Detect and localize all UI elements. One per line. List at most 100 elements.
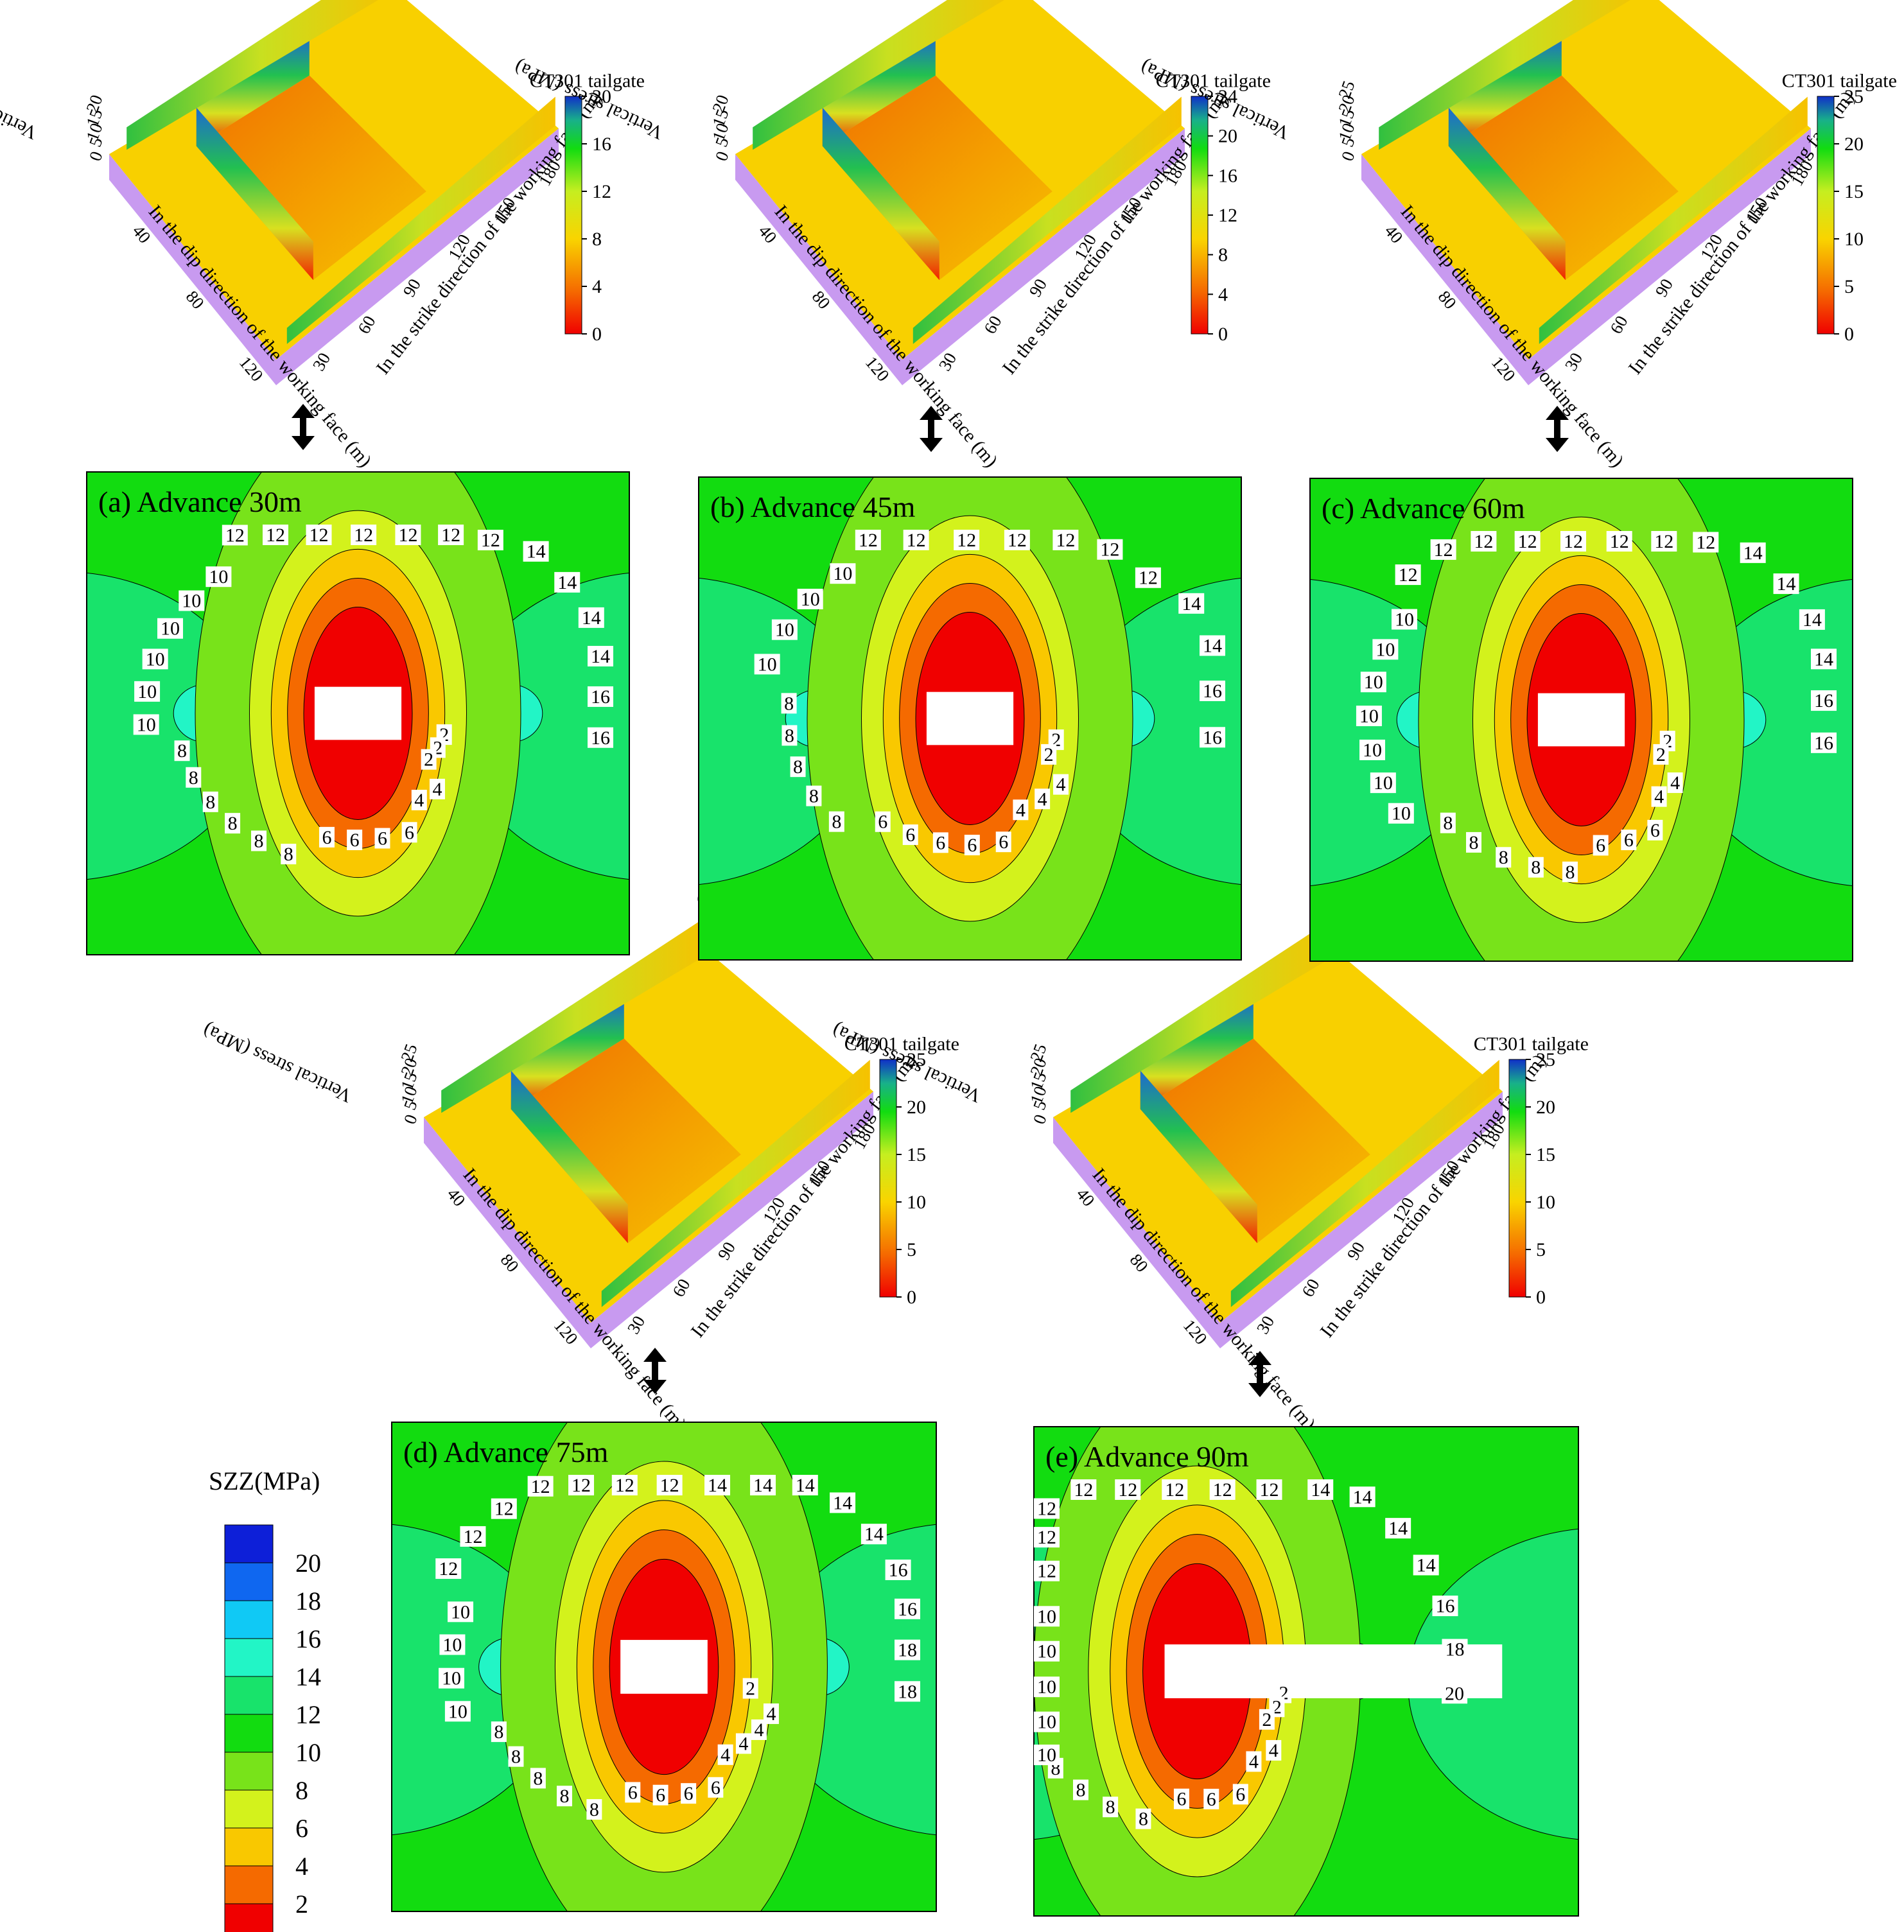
contour-label-bg bbox=[460, 1526, 486, 1547]
contour-label-bg bbox=[1413, 1554, 1439, 1576]
contour-label: 8 bbox=[284, 844, 293, 865]
contour-label-bg bbox=[588, 727, 613, 748]
tailgate-ridge bbox=[1539, 96, 1808, 344]
headgate-ridge bbox=[1070, 914, 1340, 1113]
contour-label-bg bbox=[1200, 680, 1225, 701]
goaf-wall-left bbox=[511, 1070, 628, 1244]
contour-label: 14 bbox=[1311, 1479, 1330, 1501]
contour-label-bg bbox=[1307, 1479, 1334, 1500]
legend-swatch bbox=[224, 1638, 274, 1677]
contour-label: 10 bbox=[758, 654, 777, 675]
contour-label-bg bbox=[1041, 744, 1057, 765]
tailgate-ridge bbox=[913, 96, 1182, 344]
contour-label-bg bbox=[964, 835, 980, 856]
contour-label: 6 bbox=[936, 832, 945, 853]
z-tick: 0 bbox=[1338, 149, 1359, 164]
contour-label-bg bbox=[797, 588, 823, 609]
contour-label: 2 bbox=[746, 1678, 755, 1700]
contour-label-bg bbox=[806, 785, 822, 806]
contour-label: 12 bbox=[1610, 531, 1629, 552]
contour-label: 8 bbox=[1139, 1809, 1148, 1830]
contour-label-bg bbox=[895, 1598, 920, 1619]
legend-swatch bbox=[224, 1827, 274, 1867]
contour-label-bg bbox=[1259, 1709, 1275, 1730]
contour-label: 12 bbox=[957, 530, 976, 551]
contour-label: 10 bbox=[1363, 740, 1382, 761]
surface-base-left bbox=[735, 154, 902, 385]
contour-label-bg bbox=[1266, 1740, 1282, 1761]
contour-label: 14 bbox=[527, 541, 546, 562]
contour-label: 8 bbox=[511, 1746, 521, 1768]
legend-level: 4 bbox=[295, 1852, 308, 1881]
contour-label: 4 bbox=[1249, 1751, 1259, 1772]
contour-label-bg bbox=[1034, 1560, 1060, 1581]
contour-label: 20 bbox=[1445, 1683, 1464, 1704]
contour-label-bg bbox=[903, 530, 929, 550]
contour-label-bg bbox=[374, 828, 390, 849]
contour-label: 14 bbox=[1353, 1486, 1372, 1508]
colorbar-tick: 8 bbox=[592, 229, 602, 250]
contour-label-bg bbox=[792, 1475, 818, 1495]
surface-plot-5: CT301 headgateCT301 tailgate0510152025Ve… bbox=[829, 888, 1589, 1434]
contour-label: 8 bbox=[785, 725, 794, 746]
contour-label: 12 bbox=[907, 530, 926, 551]
colorbar bbox=[1508, 1059, 1526, 1298]
contour-label-bg bbox=[751, 1719, 767, 1740]
contour-label-bg bbox=[1178, 593, 1205, 614]
contour-label-bg bbox=[1034, 1640, 1060, 1662]
contour-label: 18 bbox=[898, 1640, 917, 1661]
contour-label-bg bbox=[157, 618, 183, 639]
contour-label-bg bbox=[1013, 799, 1029, 821]
contour-label: 12 bbox=[1037, 1498, 1056, 1519]
contour-label: 10 bbox=[1392, 803, 1411, 824]
contour-label: 8 bbox=[1469, 832, 1478, 853]
contour-label: 14 bbox=[582, 607, 601, 629]
legend-level: 16 bbox=[295, 1624, 321, 1653]
contour-label: 4 bbox=[766, 1703, 776, 1725]
colorbar-tick: 15 bbox=[907, 1144, 926, 1165]
contour-label-bg bbox=[1606, 531, 1632, 552]
link-arrow bbox=[920, 406, 943, 452]
contour-label: 14 bbox=[833, 1492, 852, 1513]
contour-label-bg bbox=[1103, 1797, 1119, 1818]
contour-label-bg bbox=[1693, 532, 1719, 553]
contour-label: 4 bbox=[1269, 1740, 1279, 1761]
panel-title: (b) Advance 45m bbox=[710, 491, 916, 523]
goaf-wall-back bbox=[511, 1000, 624, 1110]
contour-label: 6 bbox=[405, 822, 414, 843]
colorbar bbox=[1191, 96, 1209, 335]
contour-label-bg bbox=[1034, 1606, 1060, 1627]
contour-label: 12 bbox=[1165, 1479, 1184, 1501]
colorbar-tick: 20 bbox=[1844, 134, 1864, 155]
z-axis-label: Vertical stress (MPa) bbox=[0, 56, 40, 143]
contour-label-bg bbox=[554, 571, 581, 593]
contour-label: 16 bbox=[889, 1560, 908, 1581]
colorbar bbox=[1817, 96, 1835, 335]
contour-label: 8 bbox=[1076, 1780, 1085, 1801]
colorbar bbox=[879, 1059, 897, 1298]
tailgate-label: CT301 tailgate bbox=[1782, 71, 1897, 92]
contour-label-bg bbox=[1811, 732, 1837, 753]
contour-label: 14 bbox=[1203, 635, 1222, 656]
contour-label: 12 bbox=[1474, 531, 1493, 552]
contour-label-bg bbox=[1647, 819, 1663, 840]
contour-label: 4 bbox=[754, 1719, 764, 1741]
tailgate-ridge bbox=[1230, 1059, 1499, 1307]
contour-label-bg bbox=[830, 1492, 856, 1513]
contour-label-bg bbox=[179, 590, 205, 611]
contour-label-bg bbox=[932, 832, 948, 853]
contour-label: 12 bbox=[1100, 539, 1119, 561]
contour-label: 10 bbox=[448, 1701, 467, 1722]
contour-label-bg bbox=[1799, 609, 1825, 630]
contour-label: 2 bbox=[424, 749, 433, 770]
contour-label-bg bbox=[954, 530, 980, 550]
contour-label: 4 bbox=[738, 1733, 748, 1754]
contour-label: 6 bbox=[322, 827, 331, 848]
contour-label: 6 bbox=[1650, 820, 1660, 841]
colorbar-tick: 5 bbox=[1536, 1239, 1546, 1260]
headgate-ridge bbox=[127, 0, 379, 150]
contour-label-bg bbox=[771, 619, 798, 640]
contour-label: 8 bbox=[1565, 862, 1575, 883]
contour-label-bg bbox=[1430, 539, 1456, 560]
surface-base-front bbox=[276, 128, 559, 385]
